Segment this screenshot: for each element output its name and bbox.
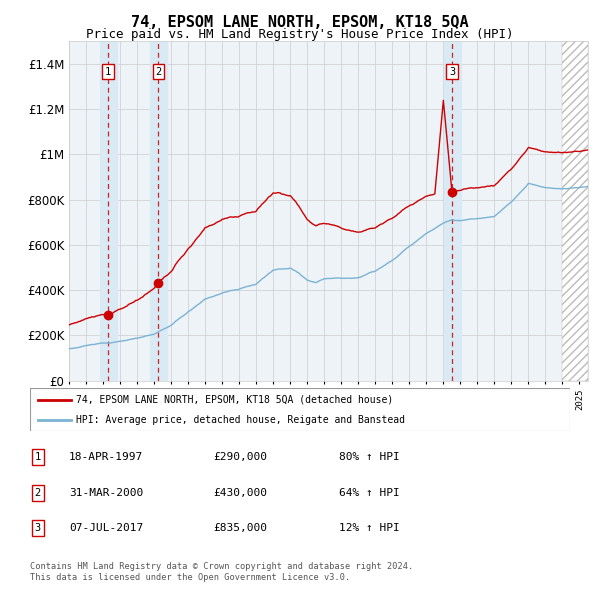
Bar bbox=[444, 41, 461, 381]
Text: 07-JUL-2017: 07-JUL-2017 bbox=[69, 523, 143, 533]
Text: HPI: Average price, detached house, Reigate and Banstead: HPI: Average price, detached house, Reig… bbox=[76, 415, 405, 425]
Text: 74, EPSOM LANE NORTH, EPSOM, KT18 5QA: 74, EPSOM LANE NORTH, EPSOM, KT18 5QA bbox=[131, 15, 469, 30]
Text: 31-MAR-2000: 31-MAR-2000 bbox=[69, 488, 143, 497]
Text: 1: 1 bbox=[105, 67, 111, 77]
FancyBboxPatch shape bbox=[30, 388, 570, 431]
Text: 1: 1 bbox=[35, 453, 41, 462]
Text: 3: 3 bbox=[449, 67, 455, 77]
Text: Price paid vs. HM Land Registry's House Price Index (HPI): Price paid vs. HM Land Registry's House … bbox=[86, 28, 514, 41]
Text: 74, EPSOM LANE NORTH, EPSOM, KT18 5QA (detached house): 74, EPSOM LANE NORTH, EPSOM, KT18 5QA (d… bbox=[76, 395, 393, 405]
Text: 2: 2 bbox=[35, 488, 41, 497]
Bar bbox=[562, 41, 588, 381]
Text: Contains HM Land Registry data © Crown copyright and database right 2024.: Contains HM Land Registry data © Crown c… bbox=[30, 562, 413, 571]
Text: 80% ↑ HPI: 80% ↑ HPI bbox=[339, 453, 400, 462]
Text: 64% ↑ HPI: 64% ↑ HPI bbox=[339, 488, 400, 497]
Text: 2: 2 bbox=[155, 67, 161, 77]
Bar bbox=[150, 41, 167, 381]
Text: £430,000: £430,000 bbox=[213, 488, 267, 497]
Text: £290,000: £290,000 bbox=[213, 453, 267, 462]
Text: 18-APR-1997: 18-APR-1997 bbox=[69, 453, 143, 462]
Text: £835,000: £835,000 bbox=[213, 523, 267, 533]
Bar bbox=[100, 41, 116, 381]
Text: 12% ↑ HPI: 12% ↑ HPI bbox=[339, 523, 400, 533]
Text: This data is licensed under the Open Government Licence v3.0.: This data is licensed under the Open Gov… bbox=[30, 573, 350, 582]
Text: 3: 3 bbox=[35, 523, 41, 533]
